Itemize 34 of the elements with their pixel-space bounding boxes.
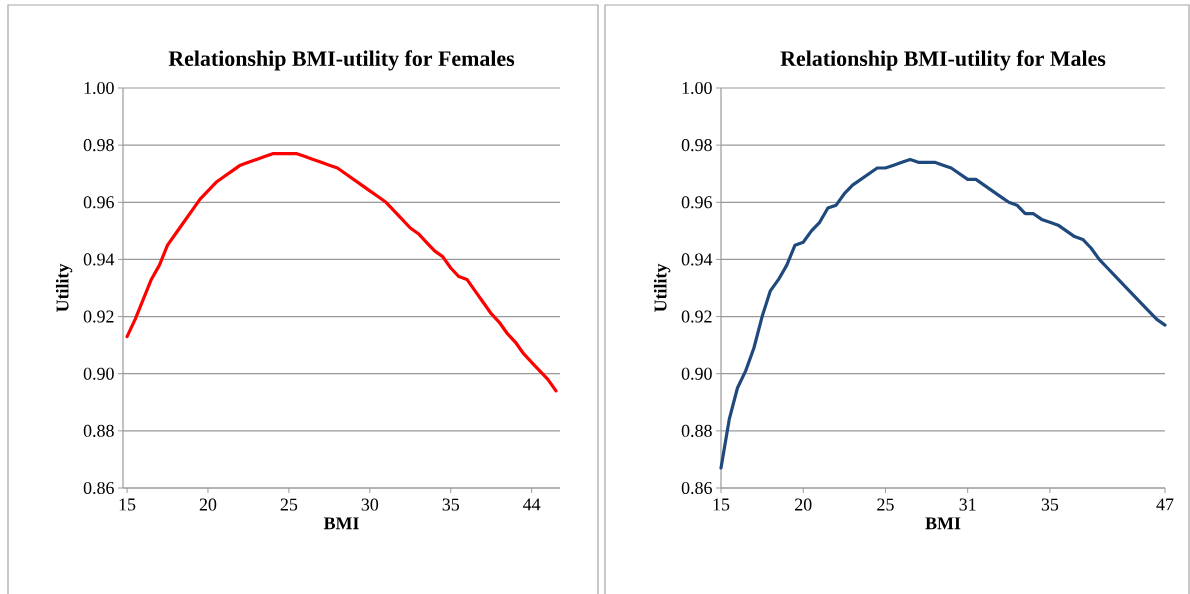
y-tick-label: 0.90: [83, 367, 114, 380]
chart-title: Relationship BMI-utility for Males: [780, 50, 1106, 71]
x-tick-label: 20: [199, 498, 217, 511]
y-tick-label: 0.88: [83, 424, 114, 437]
y-tick-label: 0.98: [83, 139, 114, 152]
y-tick-label: 1.00: [84, 81, 114, 95]
x-tick-label: 15: [713, 498, 730, 511]
y-tick-label: 0.94: [681, 253, 713, 266]
x-tick-label: 25: [877, 498, 894, 511]
x-tick-label: 44: [523, 498, 541, 511]
y-tick-label: 1.00: [682, 81, 712, 95]
x-tick-label: 15: [119, 498, 136, 511]
y-tick-label: 0.88: [681, 424, 712, 437]
y-tick-label: 0.96: [681, 196, 712, 209]
x-tick-label: 31: [959, 498, 976, 511]
x-axis-title: BMI: [925, 517, 961, 530]
x-tick-label: 30: [361, 498, 379, 511]
y-axis-title: Utility: [653, 263, 671, 312]
x-tick-label: 20: [795, 498, 812, 511]
x-tick-label: 35: [442, 498, 460, 511]
x-tick-label: 25: [280, 498, 298, 511]
x-tick-label: 35: [1041, 498, 1059, 511]
y-tick-label: 0.98: [681, 139, 712, 152]
y-tick-label: 0.96: [83, 196, 114, 209]
y-axis-title: Utility: [55, 263, 73, 312]
y-tick-label: 0.86: [83, 481, 114, 495]
x-tick-label: 47: [1156, 498, 1174, 511]
chart-title: Relationship BMI-utility for Females: [168, 50, 515, 71]
y-tick-label: 0.92: [83, 310, 114, 323]
y-tick-label: 0.92: [681, 310, 712, 323]
y-tick-label: 0.86: [681, 481, 712, 495]
x-axis-title: BMI: [323, 517, 359, 530]
y-tick-label: 0.94: [83, 253, 115, 266]
y-tick-label: 0.90: [681, 367, 712, 380]
